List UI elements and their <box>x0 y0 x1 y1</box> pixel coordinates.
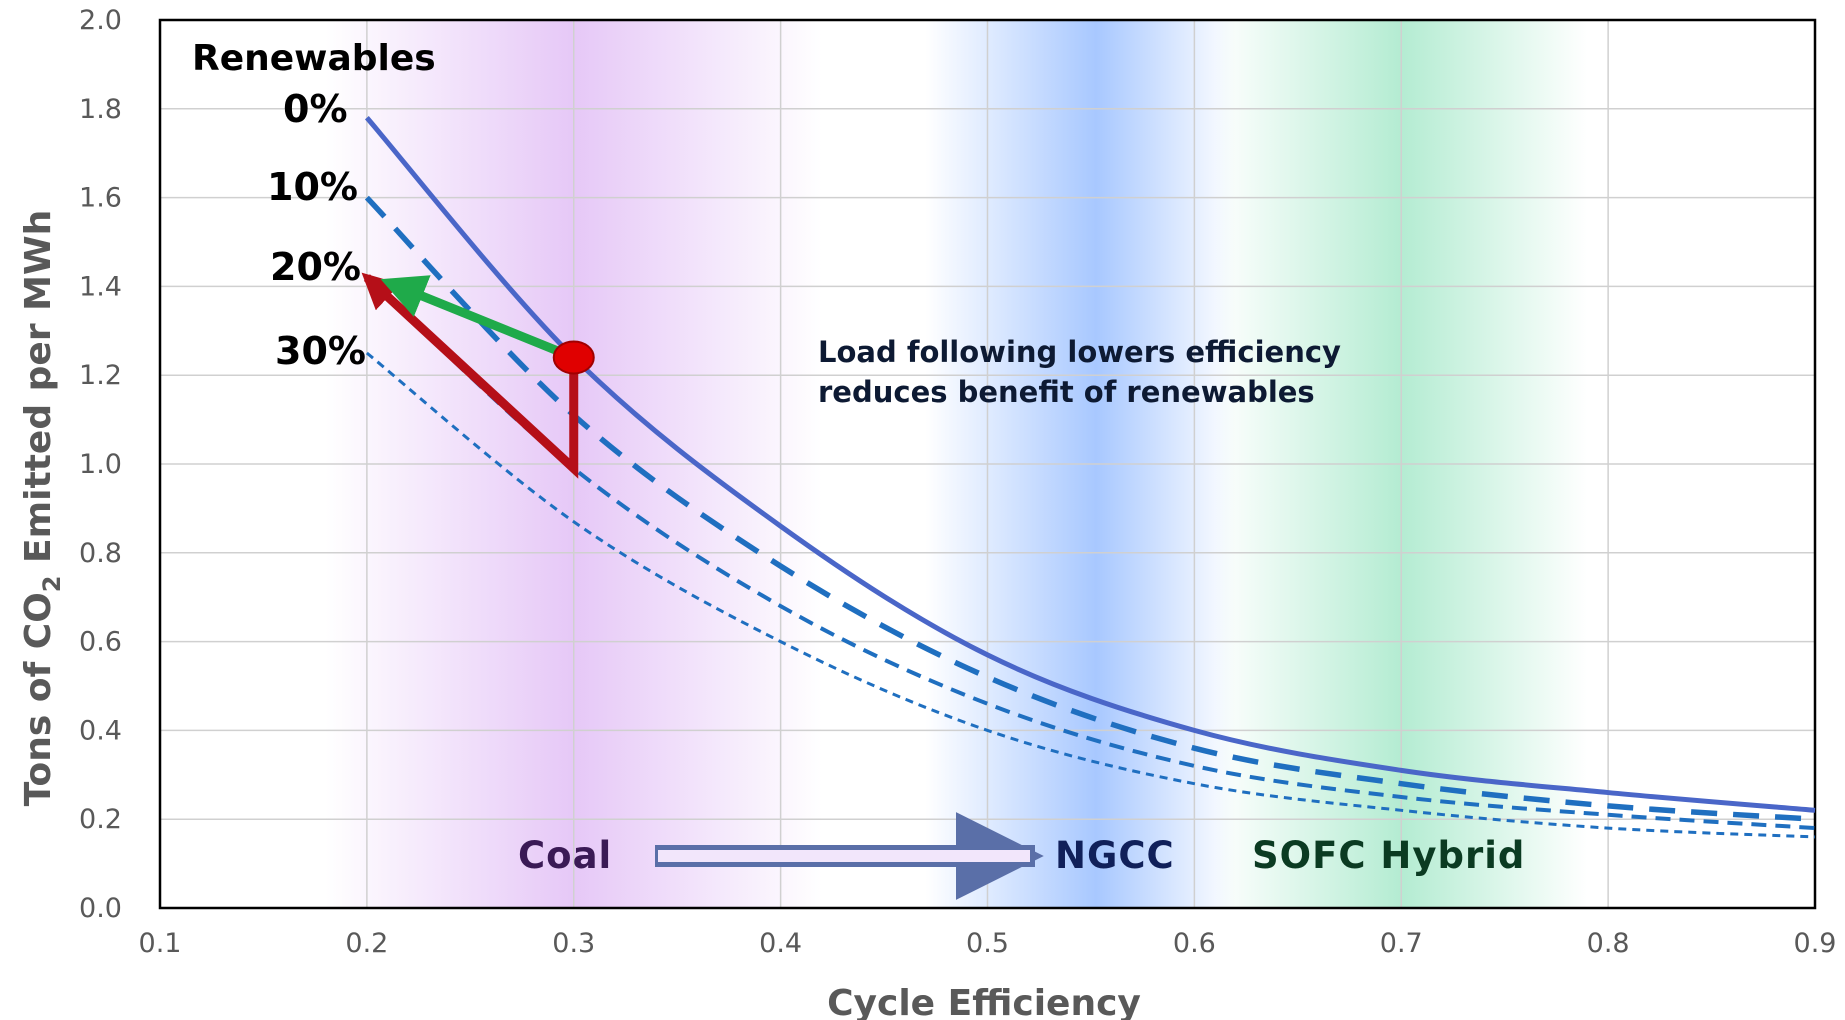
x-tick-label-5: 0.6 <box>1173 928 1216 959</box>
series-line-20pct <box>365 276 1816 831</box>
y-axis-title-part1: Tons of CO <box>18 592 59 806</box>
series-label-30: 30% <box>275 329 366 373</box>
y-axis-title: Tons of CO2 Emitted per MWh <box>18 210 66 807</box>
x-tick-label-1: 0.2 <box>345 928 388 959</box>
x-tick-label-4: 0.5 <box>966 928 1009 959</box>
y-tick-label-4: 0.8 <box>79 538 122 569</box>
plot-frame <box>158 18 1817 910</box>
series-label-10: 10% <box>267 165 358 209</box>
x-tick-label-7: 0.8 <box>1587 928 1630 959</box>
x-tick-label-3: 0.4 <box>759 928 802 959</box>
y-tick-label-5: 1.0 <box>79 449 122 480</box>
annotation-arrows <box>361 272 595 479</box>
load-following-note-line2: reduces benefit of renewables <box>818 375 1315 409</box>
y-axis-title-part2: Emitted per MWh <box>18 210 59 576</box>
y-tick-label-3: 0.6 <box>79 627 122 658</box>
ngcc-label: NGCC <box>1055 834 1175 877</box>
y-tick-label-9: 1.8 <box>79 94 122 125</box>
y-tick-label-1: 0.2 <box>79 804 122 835</box>
y-tick-label-2: 0.4 <box>79 715 122 746</box>
y-tick-labels: 0.0 0.2 0.4 0.6 0.8 1.0 1.2 1.4 1.6 1.8 2.0 <box>79 5 122 924</box>
x-tick-label-6: 0.7 <box>1380 928 1423 959</box>
x-tick-label-0: 0.1 <box>139 928 182 959</box>
y-tick-label-10: 2.0 <box>79 5 122 36</box>
y-axis-title-subscript: 2 <box>38 575 66 592</box>
y-tick-label-6: 1.2 <box>79 360 122 391</box>
x-tick-labels: 0.1 0.2 0.3 0.4 0.5 0.6 0.7 0.8 0.9 <box>139 928 1837 959</box>
x-tick-label-8: 0.9 <box>1794 928 1837 959</box>
series-label-0: 0% <box>283 87 348 131</box>
operating-point-marker <box>552 340 595 375</box>
x-axis-title: Cycle Efficiency <box>827 983 1141 1020</box>
series-label-20: 20% <box>270 245 361 289</box>
y-tick-label-8: 1.6 <box>79 183 122 214</box>
load-following-note-line1: Load following lowers efficiency <box>818 335 1341 369</box>
red-arrow-path <box>361 272 579 479</box>
y-tick-label-7: 1.4 <box>79 271 122 302</box>
x-tick-label-2: 0.3 <box>552 928 595 959</box>
y-tick-label-0: 0.0 <box>79 893 122 924</box>
coal-label: Coal <box>518 834 612 877</box>
renewables-heading: Renewables <box>192 38 436 79</box>
green-arrow <box>380 275 576 362</box>
sofc-hybrid-label: SOFC Hybrid <box>1252 834 1525 877</box>
